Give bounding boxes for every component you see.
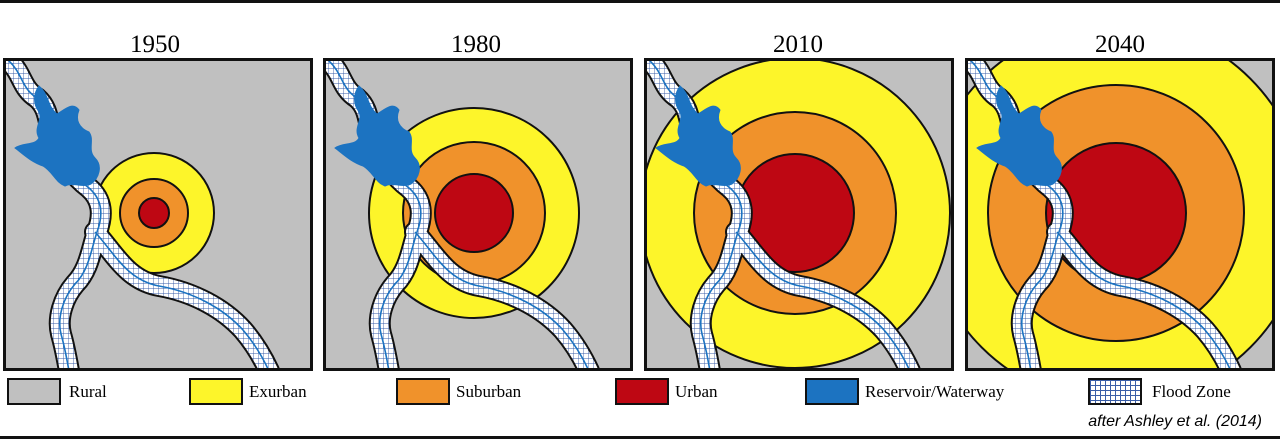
map-svg-2010 <box>644 58 954 371</box>
panel-frame-2010 <box>644 58 954 371</box>
legend-label-flood-zone: Flood Zone <box>1152 382 1231 401</box>
reservoir-2040 <box>976 85 1062 187</box>
map-svg-2040 <box>965 58 1275 371</box>
legend-swatch-suburban <box>396 378 450 405</box>
legend-label-suburban: Suburban <box>456 382 522 401</box>
legend-swatch-flood-zone <box>1088 378 1142 405</box>
legend-label-reservoir-waterway: Reservoir/Waterway <box>865 382 1005 401</box>
legend-swatch-rural <box>7 378 61 405</box>
panel-frame-1950 <box>3 58 313 371</box>
panel-title-2010: 2010 <box>773 31 823 58</box>
panel-title-1950: 1950 <box>130 31 180 58</box>
panel-frame-1980 <box>323 58 633 371</box>
legend-label-urban: Urban <box>675 382 718 401</box>
waterway-branch-2010 <box>735 231 911 371</box>
top-rule <box>0 0 1280 3</box>
reservoir-1980 <box>334 85 420 187</box>
legend-swatch-reservoir-waterway <box>805 378 859 405</box>
map-panel-1950 <box>3 58 313 371</box>
waterway-branch-1950 <box>94 231 270 371</box>
urban-ring-1950 <box>138 197 170 229</box>
reservoir-2010 <box>655 85 741 187</box>
waterway-branch-1980 <box>414 231 590 371</box>
panel-title-2040: 2040 <box>1095 31 1145 58</box>
map-panel-2040 <box>965 58 1275 371</box>
waterway-branch-2040 <box>1056 231 1232 371</box>
legend-swatch-urban <box>615 378 669 405</box>
map-svg-1980 <box>323 58 633 371</box>
legend-swatch-exurban <box>189 378 243 405</box>
bottom-rule <box>0 436 1280 439</box>
source-credit: after Ashley et al. (2014) <box>1088 413 1262 430</box>
legend-label-exurban: Exurban <box>249 382 307 401</box>
urban-ring-1980 <box>434 173 514 253</box>
map-panel-1980 <box>323 58 633 371</box>
map-svg-1950 <box>3 58 313 371</box>
panel-frame-2040 <box>965 58 1275 371</box>
map-panel-2010 <box>644 58 954 371</box>
reservoir-1950 <box>14 85 100 187</box>
legend-label-rural: Rural <box>69 382 107 401</box>
panel-title-1980: 1980 <box>451 31 501 58</box>
